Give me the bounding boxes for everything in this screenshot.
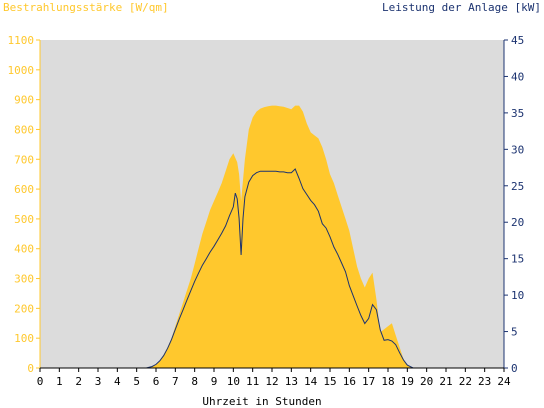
right-tick-label: 15 bbox=[511, 253, 524, 266]
x-tick-label: 24 bbox=[497, 375, 511, 388]
irradiance-area bbox=[40, 105, 504, 368]
right-tick-label: 0 bbox=[511, 362, 518, 375]
x-tick-label: 1 bbox=[56, 375, 63, 388]
right-tick-label: 5 bbox=[511, 326, 518, 339]
x-tick-label: 11 bbox=[246, 375, 259, 388]
x-tick-label: 2 bbox=[75, 375, 82, 388]
left-tick-label: 900 bbox=[14, 94, 34, 107]
left-tick-label: 600 bbox=[14, 183, 34, 196]
left-tick-label: 500 bbox=[14, 213, 34, 226]
x-tick-label: 8 bbox=[191, 375, 198, 388]
right-tick-label: 45 bbox=[511, 34, 524, 47]
x-tick-label: 18 bbox=[381, 375, 394, 388]
right-tick-label: 20 bbox=[511, 216, 524, 229]
left-tick-label: 300 bbox=[14, 273, 34, 286]
right-tick-label: 25 bbox=[511, 180, 524, 193]
power-line bbox=[40, 168, 504, 369]
x-tick-label: 3 bbox=[95, 375, 102, 388]
x-tick-label: 19 bbox=[401, 375, 414, 388]
x-tick-label: 17 bbox=[362, 375, 375, 388]
x-tick-label: 9 bbox=[211, 375, 218, 388]
left-tick-label: 1100 bbox=[8, 34, 35, 47]
right-tick-label: 35 bbox=[511, 107, 524, 120]
x-tick-label: 13 bbox=[285, 375, 298, 388]
x-tick-label: 6 bbox=[153, 375, 160, 388]
x-axis-title: Uhrzeit in Stunden bbox=[202, 395, 321, 408]
x-axis-ticks: 0 1 2 3 4 5 6 7 8 9 10 11 12 13 14 15 16 17 18 19 20 21 22 23 24 bbox=[37, 368, 511, 388]
left-tick-label: 400 bbox=[14, 243, 34, 256]
x-tick-label: 16 bbox=[343, 375, 356, 388]
x-tick-label: 10 bbox=[227, 375, 240, 388]
x-tick-label: 0 bbox=[37, 375, 44, 388]
right-axis-title: Leistung der Anlage [kW] bbox=[382, 1, 541, 14]
x-tick-label: 7 bbox=[172, 375, 179, 388]
right-tick-label: 30 bbox=[511, 143, 524, 156]
x-tick-label: 20 bbox=[420, 375, 433, 388]
left-tick-label: 800 bbox=[14, 123, 34, 136]
left-tick-label: 100 bbox=[14, 332, 34, 345]
x-tick-label: 23 bbox=[478, 375, 491, 388]
x-tick-label: 5 bbox=[133, 375, 140, 388]
left-axis-ticks: 0 100 200 300 400 500 600 700 800 900 1000 1100 bbox=[8, 34, 40, 375]
right-axis-ticks: 0 5 10 15 20 25 30 35 40 45 bbox=[504, 34, 524, 375]
left-axis-title: Bestrahlungsstärke [W/qm] bbox=[3, 1, 169, 14]
right-tick-label: 10 bbox=[511, 289, 524, 302]
x-tick-label: 21 bbox=[439, 375, 452, 388]
right-tick-label: 40 bbox=[511, 70, 524, 83]
x-tick-label: 4 bbox=[114, 375, 121, 388]
left-tick-label: 200 bbox=[14, 302, 34, 315]
x-tick-label: 15 bbox=[323, 375, 336, 388]
left-tick-label: 1000 bbox=[8, 64, 35, 77]
x-tick-label: 12 bbox=[265, 375, 278, 388]
x-tick-label: 14 bbox=[304, 375, 318, 388]
x-tick-label: 22 bbox=[459, 375, 472, 388]
left-tick-label: 700 bbox=[14, 153, 34, 166]
left-tick-label: 0 bbox=[27, 362, 34, 375]
